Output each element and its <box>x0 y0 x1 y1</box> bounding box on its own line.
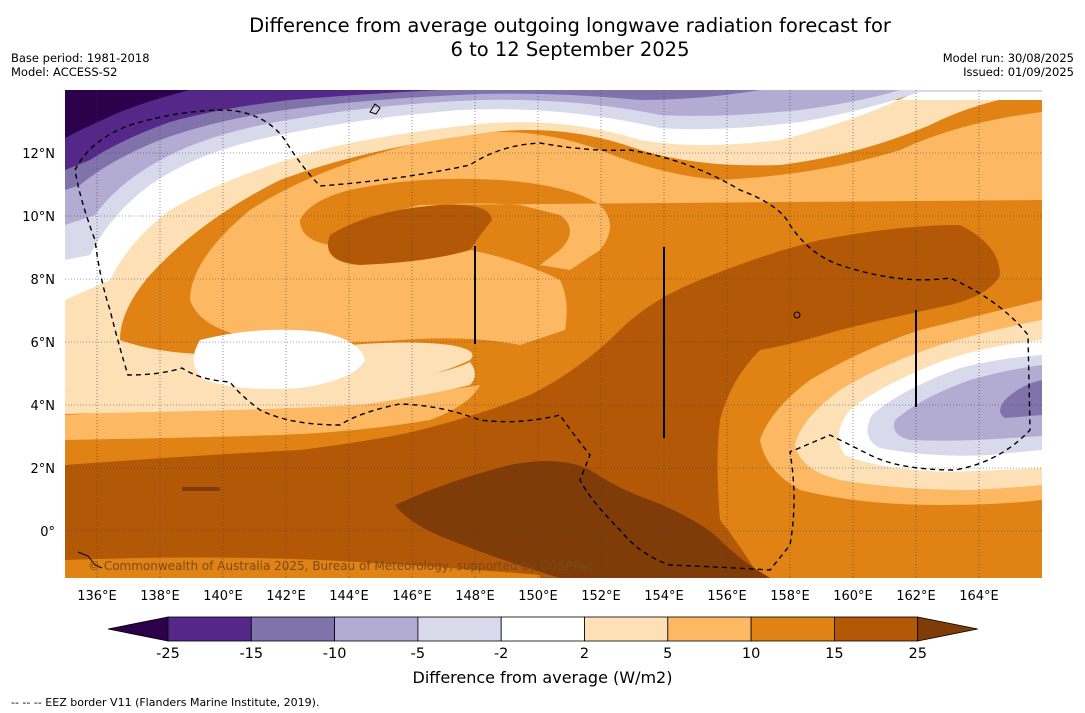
island-outline <box>793 311 801 319</box>
colorbar-tick: -5 <box>411 646 425 662</box>
anomaly-field-neutral-west <box>193 329 365 389</box>
base-period: Base period: 1981-2018 <box>11 51 150 65</box>
anomaly-field-15-25-north <box>328 204 492 265</box>
lat-label: 10°N <box>22 210 55 225</box>
lon-label: 158°E <box>770 589 810 604</box>
lon-label: 150°E <box>518 589 558 604</box>
anomaly-field-minus10-15-east <box>1000 380 1042 418</box>
colorbar-bin <box>417 616 502 642</box>
lon-label: 146°E <box>392 589 432 604</box>
anomaly-field-25-plus-south <box>395 461 770 578</box>
model-run: Model run: 30/08/2025 <box>942 51 1074 65</box>
lon-label: 136°E <box>77 589 117 604</box>
colorbar-extend-high <box>917 616 978 642</box>
lat-label: 6°N <box>31 336 56 351</box>
lon-label: 162°E <box>896 589 936 604</box>
colorbar-bin <box>250 616 336 642</box>
colorbar-tick: 2 <box>580 646 589 662</box>
lat-label: 2°N <box>31 462 56 477</box>
colorbar-tick: 5 <box>663 646 672 662</box>
lon-label: 160°E <box>833 589 873 604</box>
colorbar-bin <box>834 616 919 642</box>
lon-label: 152°E <box>581 589 621 604</box>
lat-label: 0° <box>40 525 55 540</box>
colorbar-bin <box>167 616 252 642</box>
map-grid <box>65 90 1042 578</box>
lon-label: 140°E <box>203 589 243 604</box>
colorbar-bin <box>667 616 752 642</box>
lon-label: 142°E <box>266 589 306 604</box>
anomaly-field-minus5-10-east <box>894 365 1042 441</box>
colorbar-tick-labels: -25 -15 -10 -5 -2 2 5 10 15 25 <box>156 646 927 662</box>
latitude-labels: 12°N 10°N 8°N 6°N 4°N 2°N 0° <box>22 147 55 540</box>
lat-label: 8°N <box>31 273 56 288</box>
map-area: © Commonwealth of Australia 2025, Bureau… <box>65 90 1042 578</box>
colorbar <box>107 616 978 642</box>
colorbar-extend-low <box>107 616 169 642</box>
colorbar-tick: 10 <box>742 646 760 662</box>
colorbar-tick: -2 <box>494 646 508 662</box>
right-meta: Model run: 30/08/2025 Issued: 01/09/2025 <box>943 51 1074 79</box>
map-title: Difference from average outgoing longwav… <box>180 14 960 62</box>
colorbar-tick: -15 <box>239 646 263 662</box>
colorbar-tick: 15 <box>825 646 843 662</box>
anomaly-field-2-5-north <box>65 92 1042 395</box>
model-name: Model: ACCESS-S2 <box>11 65 118 79</box>
island-outline <box>77 551 103 569</box>
eez-footnote: -- -- -- EEZ border V11 (Flanders Marine… <box>11 696 320 709</box>
lon-label: 144°E <box>329 589 369 604</box>
anomaly-field-2-5-west <box>65 362 475 414</box>
issued-date: Issued: 01/09/2025 <box>963 65 1074 79</box>
colorbar-bin <box>500 616 585 642</box>
longitude-labels: 136°E 138°E 140°E 142°E 144°E 146°E 148°E 150°E… <box>77 589 999 604</box>
anomaly-field-minus25-north <box>65 90 190 138</box>
island-outline <box>369 103 381 115</box>
left-meta: Base period: 1981-2018 Model: ACCESS-S2 <box>11 51 150 79</box>
colorbar-bin <box>584 616 669 642</box>
lat-label: 4°N <box>31 399 56 414</box>
colorbar-tick: 25 <box>908 646 926 662</box>
title-line-1: Difference from average outgoing longwav… <box>249 14 891 37</box>
lat-label: 12°N <box>22 147 55 162</box>
colorbar-bin <box>750 616 835 642</box>
colorbar-title: Difference from average (W/m2) <box>412 668 673 687</box>
lon-label: 154°E <box>644 589 684 604</box>
anomaly-field-minus15-25-north <box>65 90 440 170</box>
colorbar-tick: -10 <box>323 646 347 662</box>
title-line-2: 6 to 12 September 2025 <box>450 38 690 61</box>
anomaly-field-10-15-south-edge <box>65 557 540 578</box>
anomaly-field-neutral-north <box>65 90 1042 300</box>
anomaly-field-10-15-southeast <box>770 553 1042 578</box>
copyright-text: © Commonwealth of Australia 2025, Bureau… <box>88 559 593 573</box>
lon-label: 156°E <box>707 589 747 604</box>
anomaly-field-15-25-main <box>65 225 1000 578</box>
lon-label: 148°E <box>455 589 495 604</box>
colorbar-tick: -25 <box>156 646 180 662</box>
anomaly-field-5-10-north <box>65 100 1042 345</box>
anomaly-field-minus10-15-north <box>65 90 760 190</box>
lon-label: 138°E <box>140 589 180 604</box>
colorbar-bin <box>334 616 419 642</box>
lon-label: 164°E <box>959 589 999 604</box>
eez-border <box>74 109 1031 571</box>
